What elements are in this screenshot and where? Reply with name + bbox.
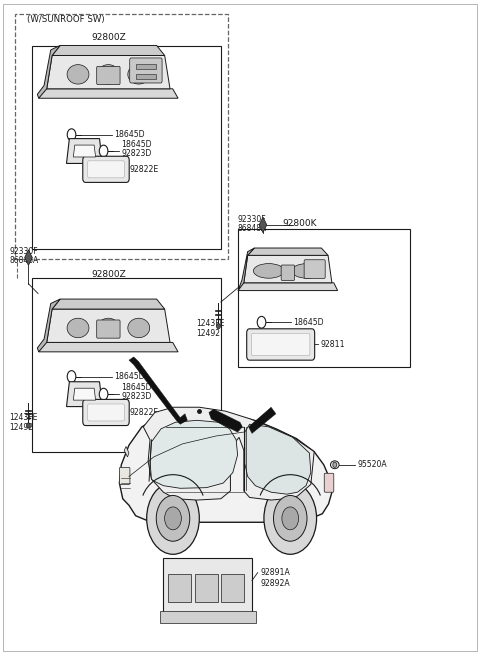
FancyBboxPatch shape xyxy=(87,161,124,178)
FancyBboxPatch shape xyxy=(247,329,315,360)
Text: 18645D: 18645D xyxy=(121,383,152,392)
Polygon shape xyxy=(248,248,328,255)
Bar xyxy=(15,14,228,259)
FancyBboxPatch shape xyxy=(83,157,129,182)
Text: 86848A: 86848A xyxy=(9,257,38,265)
FancyBboxPatch shape xyxy=(96,320,120,338)
Circle shape xyxy=(165,507,181,530)
Polygon shape xyxy=(73,388,96,400)
FancyBboxPatch shape xyxy=(304,260,325,278)
Circle shape xyxy=(156,495,190,541)
Polygon shape xyxy=(245,424,311,494)
Circle shape xyxy=(216,324,220,329)
Polygon shape xyxy=(24,250,32,265)
Bar xyxy=(221,574,244,603)
Text: 92891A: 92891A xyxy=(260,568,290,577)
Bar xyxy=(168,574,191,603)
Bar xyxy=(163,557,252,615)
Text: 92800Z: 92800Z xyxy=(91,269,126,278)
Polygon shape xyxy=(47,56,170,89)
Polygon shape xyxy=(238,283,337,291)
Text: 86848A: 86848A xyxy=(238,224,267,233)
FancyBboxPatch shape xyxy=(324,474,334,492)
Circle shape xyxy=(26,423,30,428)
Circle shape xyxy=(147,482,199,554)
Text: 95520A: 95520A xyxy=(357,460,387,469)
Polygon shape xyxy=(39,343,178,352)
Text: 92822E: 92822E xyxy=(130,408,159,417)
Polygon shape xyxy=(52,299,165,309)
Text: 92822E: 92822E xyxy=(130,165,159,174)
Ellipse shape xyxy=(97,65,120,84)
Circle shape xyxy=(282,507,299,530)
Polygon shape xyxy=(37,299,60,352)
Circle shape xyxy=(99,388,108,400)
Text: 92800K: 92800K xyxy=(283,219,317,228)
FancyBboxPatch shape xyxy=(83,400,129,426)
Circle shape xyxy=(257,316,266,328)
Text: 92823D: 92823D xyxy=(121,392,152,402)
Ellipse shape xyxy=(128,318,150,338)
Polygon shape xyxy=(124,447,129,457)
Circle shape xyxy=(274,495,307,541)
Polygon shape xyxy=(67,382,102,407)
Polygon shape xyxy=(238,248,254,291)
Ellipse shape xyxy=(97,318,120,338)
Text: 12492: 12492 xyxy=(9,423,33,432)
Bar xyxy=(32,278,221,452)
Ellipse shape xyxy=(253,263,284,278)
FancyBboxPatch shape xyxy=(96,66,120,84)
Polygon shape xyxy=(37,45,60,98)
Polygon shape xyxy=(47,309,170,343)
Ellipse shape xyxy=(330,461,339,469)
Polygon shape xyxy=(259,217,267,233)
Polygon shape xyxy=(244,255,332,283)
Polygon shape xyxy=(144,407,314,500)
Polygon shape xyxy=(249,407,276,434)
Text: 92800Z: 92800Z xyxy=(91,33,126,42)
Polygon shape xyxy=(150,421,238,488)
Circle shape xyxy=(67,129,76,141)
Text: 92330F: 92330F xyxy=(9,248,38,256)
FancyBboxPatch shape xyxy=(252,333,310,356)
Polygon shape xyxy=(73,145,96,157)
Polygon shape xyxy=(129,357,187,424)
Text: 18645D: 18645D xyxy=(114,372,145,381)
Polygon shape xyxy=(67,139,102,164)
Ellipse shape xyxy=(67,65,89,84)
Text: 1243FE: 1243FE xyxy=(9,413,38,422)
Text: 18645D: 18645D xyxy=(114,130,145,139)
Circle shape xyxy=(67,371,76,383)
Text: 92330F: 92330F xyxy=(238,215,266,223)
Bar xyxy=(135,75,156,79)
FancyBboxPatch shape xyxy=(281,265,295,280)
FancyBboxPatch shape xyxy=(130,58,162,83)
Ellipse shape xyxy=(128,65,150,84)
FancyBboxPatch shape xyxy=(120,468,130,484)
Bar xyxy=(32,47,221,249)
Polygon shape xyxy=(209,409,242,432)
Text: 92811: 92811 xyxy=(321,340,345,349)
Polygon shape xyxy=(120,411,332,522)
Ellipse shape xyxy=(292,263,323,278)
Text: 92892A: 92892A xyxy=(260,579,290,588)
Polygon shape xyxy=(52,45,165,56)
Text: 18645D: 18645D xyxy=(294,318,324,327)
Text: 18645D: 18645D xyxy=(121,140,152,149)
Text: 12492: 12492 xyxy=(196,329,220,338)
Text: 1243FE: 1243FE xyxy=(196,319,224,328)
Bar xyxy=(238,229,410,367)
Bar xyxy=(159,611,256,623)
FancyBboxPatch shape xyxy=(87,404,124,421)
Circle shape xyxy=(99,145,108,157)
Circle shape xyxy=(264,482,317,554)
Ellipse shape xyxy=(67,318,89,338)
Bar xyxy=(135,64,156,69)
Polygon shape xyxy=(39,89,178,98)
Text: (W/SUNROOF SW): (W/SUNROOF SW) xyxy=(27,14,105,24)
Circle shape xyxy=(333,462,336,468)
Bar xyxy=(194,574,217,603)
Text: 92823D: 92823D xyxy=(121,149,152,158)
